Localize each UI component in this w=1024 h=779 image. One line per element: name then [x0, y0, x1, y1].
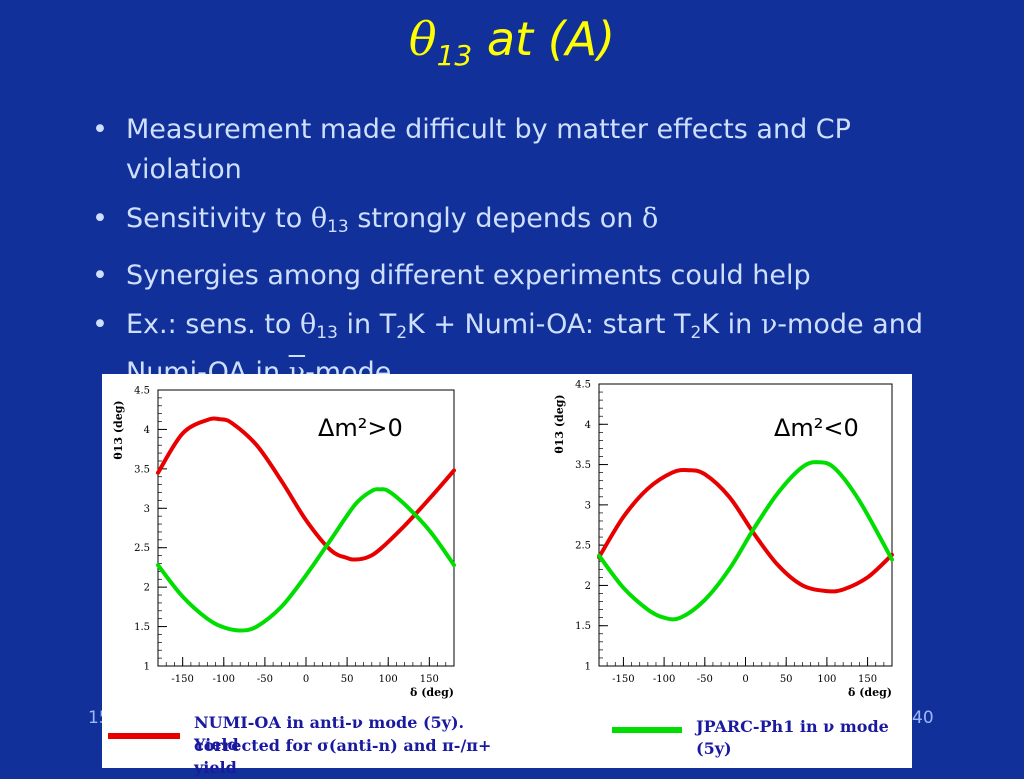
bullet-text: K in — [701, 309, 761, 340]
legend-right: JPARC-Ph1 in ν mode (5y) — [596, 702, 912, 758]
x-tick-label: 150 — [420, 674, 439, 685]
x-tick-label: 50 — [780, 674, 793, 685]
subscript: 2 — [396, 323, 408, 343]
title-subscript: 13 — [436, 39, 473, 72]
y-axis-label: θ13 (deg) — [553, 394, 566, 453]
y-tick-label: 2 — [585, 581, 591, 592]
bullet-item: Sensitivity to θ13 strongly depends on δ — [86, 199, 946, 247]
subscript: 13 — [316, 323, 338, 343]
y-tick-label: 2.5 — [134, 543, 150, 554]
legend-left: NUMI-OA in anti-ν mode (5y). Yield corre… — [102, 702, 502, 777]
delta-symbol: δ — [641, 203, 659, 234]
legend-right-text: JPARC-Ph1 in ν mode (5y) — [696, 717, 889, 758]
theta-symbol: θ — [310, 203, 328, 234]
bullet-list: Measurement made difficult by matter eff… — [86, 110, 946, 402]
bullet-text: Synergies among different experiments co… — [126, 260, 811, 291]
y-tick-label: 4.5 — [134, 386, 150, 397]
x-tick-label: 100 — [379, 674, 398, 685]
x-tick-label: -150 — [612, 674, 634, 685]
bullet-text: Sensitivity to — [126, 203, 311, 234]
subscript: 2 — [690, 323, 702, 343]
y-tick-label: 4 — [144, 425, 150, 436]
bullet-item: Measurement made difficult by matter eff… — [86, 110, 946, 190]
x-tick-label: -100 — [213, 674, 235, 685]
bullet-text: strongly depends on — [348, 203, 642, 234]
y-tick-label: 3 — [144, 504, 150, 515]
x-tick-label: -50 — [697, 674, 713, 685]
delta-m2-annotation: Δm²<0 — [774, 414, 859, 442]
green-series-line — [156, 487, 456, 633]
y-tick-label: 3.5 — [134, 464, 150, 475]
title-theta-symbol: θ — [408, 12, 437, 66]
subscript: 13 — [327, 217, 349, 237]
y-tick-label: 1.5 — [575, 621, 591, 632]
y-axis-label: θ13 (deg) — [112, 400, 125, 459]
y-tick-label: 1 — [585, 662, 591, 673]
y-tick-label: 1.5 — [134, 622, 150, 633]
x-tick-label: -100 — [653, 674, 675, 685]
y-tick-label: 1 — [144, 662, 150, 673]
title-text: at (A) — [472, 12, 616, 66]
theta-symbol: θ — [300, 309, 317, 340]
y-tick-label: 2 — [144, 583, 150, 594]
y-tick-label: 3 — [585, 500, 591, 511]
legend-green-line — [612, 727, 682, 733]
red-series-line — [156, 416, 456, 562]
x-tick-label: -150 — [171, 674, 193, 685]
legend-left-line1: NUMI-OA in anti-ν mode (5y). Yield — [194, 713, 465, 754]
x-tick-label: 50 — [341, 674, 354, 685]
legend-red-line — [108, 733, 180, 739]
y-tick-label: 3.5 — [575, 460, 591, 471]
bullet-text: K + Numi-OA: start T — [407, 309, 691, 340]
x-tick-label: 100 — [817, 674, 836, 685]
bullet-text: Ex.: sens. to — [126, 309, 301, 340]
green-series-line — [597, 460, 894, 622]
legend-left-line2: corrected for σ(anti-n) and π-/π+ yield — [194, 736, 492, 777]
delta-m2-annotation: Δm²>0 — [318, 414, 403, 442]
y-tick-label: 4.5 — [575, 380, 591, 391]
slide-title: θ13 at (A) — [0, 12, 1024, 72]
red-series-line — [597, 468, 894, 594]
y-tick-label: 4 — [585, 420, 591, 431]
x-tick-label: 0 — [742, 674, 748, 685]
x-tick-label: 0 — [303, 674, 309, 685]
bullet-item: Synergies among different experiments co… — [86, 256, 946, 296]
x-axis-label: δ (deg) — [410, 686, 454, 699]
bullet-text: in T — [337, 309, 397, 340]
x-tick-label: -50 — [257, 674, 273, 685]
y-tick-label: 2.5 — [575, 541, 591, 552]
plot-frame — [157, 389, 455, 667]
bullet-text: Measurement made difficult by matter eff… — [126, 114, 851, 185]
nu-symbol: ν — [760, 309, 778, 340]
x-tick-label: 150 — [858, 674, 877, 685]
x-axis-label: δ (deg) — [848, 686, 892, 699]
footer-page-number: 40 — [912, 708, 934, 728]
